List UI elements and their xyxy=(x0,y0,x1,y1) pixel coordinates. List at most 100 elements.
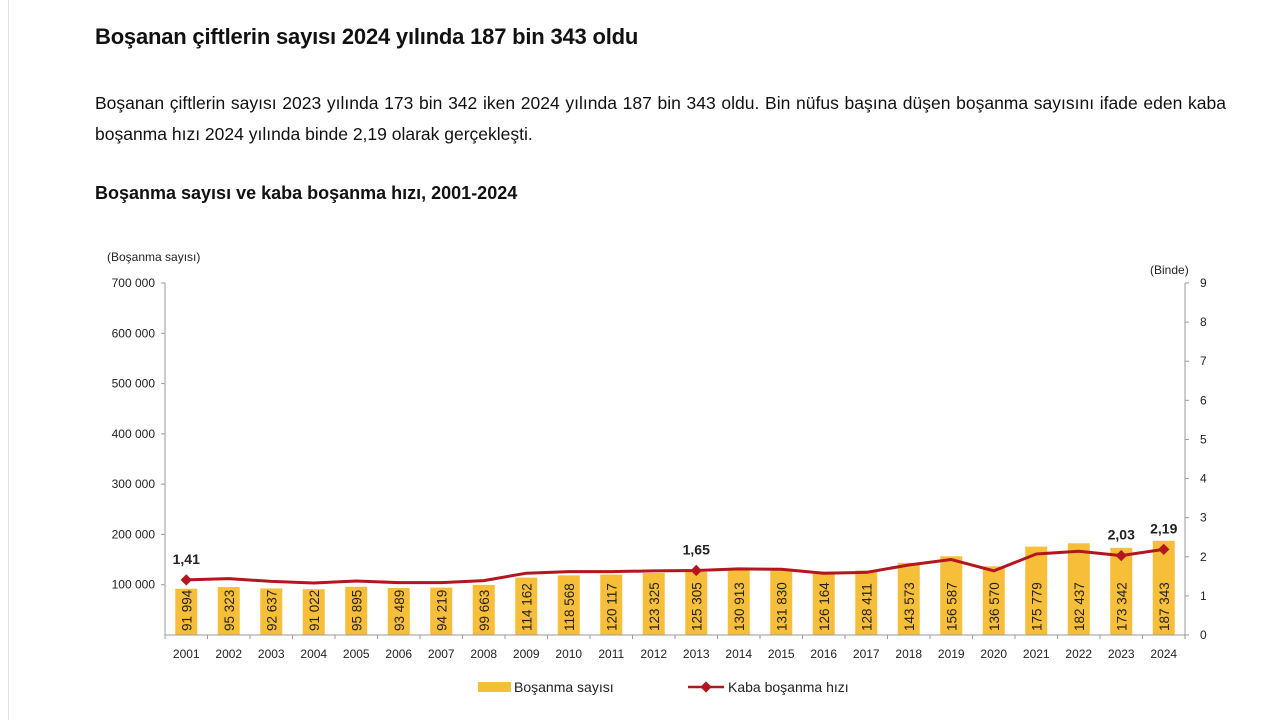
bar-value-label-2012: 123 325 xyxy=(647,582,662,631)
bar-value-label-2020: 136 570 xyxy=(987,582,1002,631)
x-tick-label-2005: 2005 xyxy=(343,647,370,661)
bar-value-label-2005: 95 895 xyxy=(349,590,364,631)
x-tick-label-2014: 2014 xyxy=(725,647,752,661)
divorce-combo-chart: (Boşanma sayısı) (Binde) 91 994 95 323 92 … xyxy=(107,250,1207,695)
bar-2018 xyxy=(897,562,920,635)
x-tick-label-2007: 2007 xyxy=(428,647,455,661)
right-tick-label: 0 xyxy=(1200,628,1207,642)
bar-value-label-2010: 118 568 xyxy=(562,583,577,631)
chart-title: Boşanma sayısı ve kaba boşanma hızı, 200… xyxy=(95,183,518,203)
bar-2002 xyxy=(217,587,240,635)
bar-2011 xyxy=(600,574,623,635)
bar-2017 xyxy=(855,570,878,635)
bar-2001 xyxy=(175,588,198,635)
rate-marker-2023 xyxy=(1115,549,1127,562)
x-tick-label-2012: 2012 xyxy=(640,647,667,661)
x-tick-label-2003: 2003 xyxy=(258,647,285,661)
x-tick-label-2018: 2018 xyxy=(895,647,922,661)
x-tick-label-2020: 2020 xyxy=(980,647,1007,661)
bar-value-label-2014: 130 913 xyxy=(732,582,747,631)
bar-value-label-2016: 126 164 xyxy=(817,582,832,631)
x-tick-label-2001: 2001 xyxy=(173,647,200,661)
legend-line-label: Kaba boşanma hızı xyxy=(728,679,849,695)
bar-value-label-2011: 120 117 xyxy=(604,583,619,631)
left-tick-label: 500 000 xyxy=(112,377,156,391)
left-tick-label: 300 000 xyxy=(112,477,156,491)
bar-value-label-2003: 92 637 xyxy=(264,590,279,631)
bar-2020 xyxy=(982,566,1005,635)
bar-value-label-2004: 91 022 xyxy=(307,590,322,631)
bar-2003 xyxy=(260,588,283,635)
left-tick-label: 200 000 xyxy=(112,527,156,541)
x-tick-label-2002: 2002 xyxy=(215,647,242,661)
bar-value-label-2008: 99 663 xyxy=(477,590,492,631)
right-axis-title: (Binde) xyxy=(1150,263,1189,277)
bar-2024 xyxy=(1152,540,1175,635)
x-tick-label-2011: 2011 xyxy=(598,647,624,661)
bar-2014 xyxy=(727,569,750,635)
chart-axes: 700 000 600 000 500 000 400 000 300 000 200 0… xyxy=(112,276,1207,661)
bar-2016 xyxy=(812,571,835,635)
left-tick-label: 400 000 xyxy=(112,427,156,441)
headline: Boşanan çiftlerin sayısı 2024 yılında 18… xyxy=(95,24,639,49)
x-tick-label-2009: 2009 xyxy=(513,647,540,661)
rate-line xyxy=(186,547,1164,585)
x-tick-label-2016: 2016 xyxy=(810,647,837,661)
bar-value-label-2009: 114 162 xyxy=(519,583,534,631)
bar-value-label-2006: 93 489 xyxy=(392,590,407,631)
bar-value-labels: 91 994 95 323 92 637 91 022 95 895 93 489 94 2… xyxy=(179,582,1172,631)
left-tick-label: 700 000 xyxy=(112,276,156,290)
bar-2023 xyxy=(1110,547,1133,635)
x-tick-label-2022: 2022 xyxy=(1065,647,1092,661)
x-tick-label-2004: 2004 xyxy=(300,647,327,661)
rate-label-2001: 1,41 xyxy=(173,551,200,567)
x-tick-label-2015: 2015 xyxy=(768,647,795,661)
rate-marker-2024 xyxy=(1158,543,1170,556)
right-tick-label: 1 xyxy=(1200,589,1207,603)
x-tick-label-2006: 2006 xyxy=(385,647,412,661)
rate-label-2024: 2,19 xyxy=(1150,520,1177,536)
bar-2005 xyxy=(345,586,368,635)
right-tick-label: 3 xyxy=(1200,511,1207,525)
bar-2010 xyxy=(557,575,580,635)
bar-2008 xyxy=(472,584,495,635)
left-tick-label: 600 000 xyxy=(112,326,156,340)
bar-value-label-2001: 91 994 xyxy=(179,589,194,631)
legend-bar-swatch xyxy=(478,682,511,692)
line-series: 1,41 1,65 2,03 2,19 xyxy=(173,520,1178,586)
bar-2021 xyxy=(1025,546,1048,635)
right-tick-label: 2 xyxy=(1200,550,1207,564)
left-border xyxy=(8,0,9,720)
bar-value-label-2023: 173 342 xyxy=(1114,582,1129,631)
left-tick-label: 100 000 xyxy=(112,578,156,592)
rate-label-2023: 2,03 xyxy=(1108,527,1135,543)
right-tick-label: 7 xyxy=(1200,354,1207,368)
x-tick-label-2017: 2017 xyxy=(853,647,880,661)
bar-2009 xyxy=(515,577,538,635)
right-tick-label: 9 xyxy=(1200,276,1207,290)
bar-2004 xyxy=(302,589,325,635)
bar-2019 xyxy=(940,556,963,635)
bar-value-label-2017: 128 411 xyxy=(859,583,874,631)
bar-value-label-2022: 182 437 xyxy=(1072,582,1087,631)
bar-value-label-2018: 143 573 xyxy=(902,582,917,631)
bar-2013 xyxy=(685,571,708,635)
right-tick-label: 5 xyxy=(1200,432,1207,446)
x-tick-label-2021: 2021 xyxy=(1023,647,1050,661)
bar-value-label-2002: 95 323 xyxy=(222,590,237,631)
lead-paragraph: Boşanan çiftlerin sayısı 2023 yılında 17… xyxy=(95,93,1226,144)
right-tick-label: 8 xyxy=(1200,315,1207,329)
bar-series xyxy=(175,540,1175,635)
bar-value-label-2007: 94 219 xyxy=(434,590,449,631)
left-axis-title: (Boşanma sayısı) xyxy=(107,250,200,264)
rate-marker-2001 xyxy=(180,574,192,586)
x-tick-label-2019: 2019 xyxy=(938,647,965,661)
bar-value-label-2024: 187 343 xyxy=(1157,582,1172,631)
right-tick-label: 4 xyxy=(1200,472,1207,486)
chart-legend: Boşanma sayısı Kaba boşanma hızı xyxy=(478,679,849,695)
x-tick-label-2008: 2008 xyxy=(470,647,497,661)
rate-marker-2013 xyxy=(690,564,702,577)
bar-value-label-2021: 175 779 xyxy=(1029,582,1044,631)
right-tick-label: 6 xyxy=(1200,393,1207,407)
legend-bar-label: Boşanma sayısı xyxy=(514,679,614,695)
